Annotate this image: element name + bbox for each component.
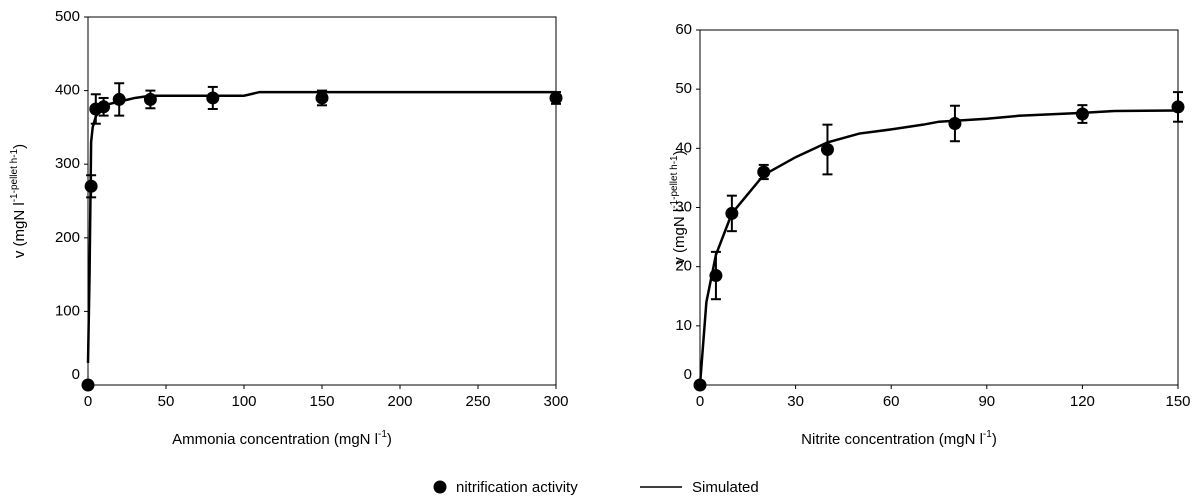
x-tick-label: 250 (465, 393, 490, 410)
data-point (206, 91, 219, 104)
legend-label: nitrification activity (456, 479, 578, 496)
data-point (948, 117, 961, 130)
superscript: -pellet h (669, 164, 680, 200)
label-part: ) (671, 150, 688, 155)
x-tick-label: 90 (978, 393, 995, 410)
data-point (316, 91, 329, 104)
y-tick-label: 10 (675, 317, 692, 334)
y-tick-label: 500 (55, 8, 80, 25)
x-tick-label: 150 (309, 393, 334, 410)
y-tick-label: 0 (72, 366, 80, 383)
label-part: ) (11, 144, 28, 149)
label-part: Nitrite concentration (mgN l (801, 431, 983, 448)
x-tick-label: 50 (158, 393, 175, 410)
y-tick-label: 300 (55, 155, 80, 172)
x-tick-label: 0 (84, 393, 92, 410)
plot-frame (700, 30, 1178, 385)
x-tick-label: 300 (543, 393, 568, 410)
data-point (82, 379, 95, 392)
x-axis-label: Nitrite concentration (mgN l-1) (801, 429, 997, 448)
legend-label: Simulated (692, 479, 759, 496)
label-part: ) (992, 431, 997, 448)
plot-frame (88, 17, 556, 385)
y-axis-label: v (mgN l-1-pellet h-1) (9, 144, 28, 258)
simulated-line (700, 110, 1178, 385)
label-part: Ammonia concentration (mgN l (172, 431, 378, 448)
x-tick-label: 30 (787, 393, 804, 410)
figure: 0100200300400500050100150200250300Ammoni… (0, 0, 1195, 498)
page: {"legend": ["nitrification activity", "S… (0, 0, 1195, 503)
y-tick-label: 100 (55, 302, 80, 319)
x-tick-label: 120 (1070, 393, 1095, 410)
label-part: v (mgN l (11, 202, 28, 258)
x-tick-label: 60 (883, 393, 900, 410)
x-tick-label: 100 (231, 393, 256, 410)
x-tick-label: 200 (387, 393, 412, 410)
y-tick-label: 400 (55, 82, 80, 99)
label-part: v (mgN l (671, 209, 688, 265)
data-point (550, 91, 563, 104)
simulated-line (88, 92, 556, 363)
x-tick-label: 150 (1165, 393, 1190, 410)
y-tick-label: 0 (684, 366, 692, 383)
y-tick-label: 200 (55, 229, 80, 246)
x-tick-label: 0 (696, 393, 704, 410)
superscript: -pellet h (9, 158, 20, 194)
label-part: ) (387, 431, 392, 448)
y-tick-label: 50 (675, 80, 692, 97)
legend-marker (434, 481, 447, 494)
x-axis-label: Ammonia concentration (mgN l-1) (172, 429, 392, 448)
y-tick-label: 60 (675, 21, 692, 38)
